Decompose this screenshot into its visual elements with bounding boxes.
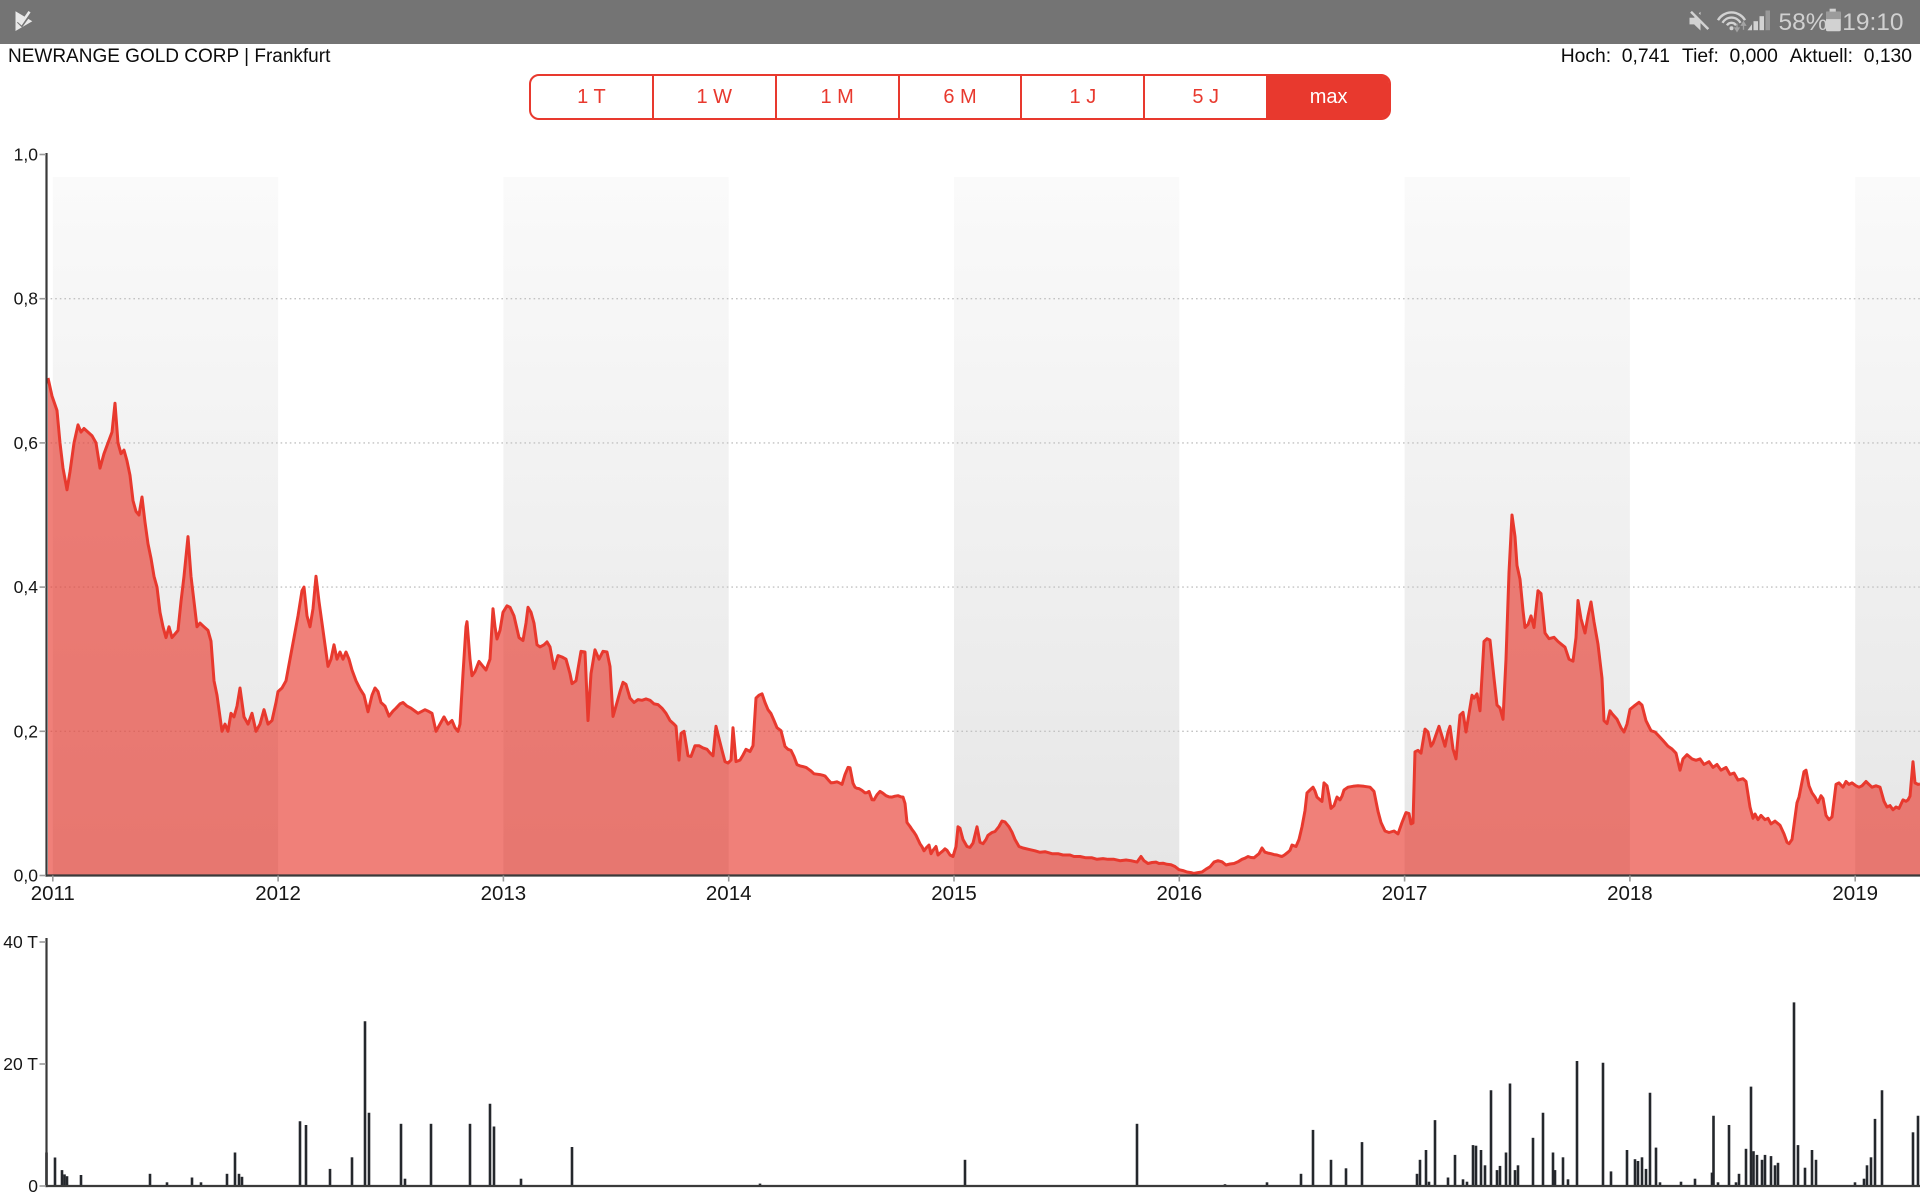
svg-text:2013: 2013 bbox=[481, 882, 527, 905]
svg-text:0,2: 0,2 bbox=[14, 721, 38, 741]
svg-text:2012: 2012 bbox=[255, 882, 301, 905]
svg-text:0,8: 0,8 bbox=[14, 289, 38, 309]
svg-text:0,0: 0,0 bbox=[14, 866, 39, 886]
svg-text:2019: 2019 bbox=[1832, 882, 1878, 905]
svg-text:2015: 2015 bbox=[931, 882, 977, 905]
svg-text:2014: 2014 bbox=[706, 882, 752, 905]
svg-text:2017: 2017 bbox=[1382, 882, 1428, 905]
svg-text:1,0: 1,0 bbox=[14, 145, 39, 165]
svg-text:20 T: 20 T bbox=[3, 1054, 38, 1074]
svg-text:2011: 2011 bbox=[31, 882, 75, 905]
svg-text:2018: 2018 bbox=[1607, 882, 1653, 905]
svg-text:0: 0 bbox=[28, 1176, 38, 1196]
svg-text:0,4: 0,4 bbox=[14, 577, 39, 597]
svg-text:58%: 58% bbox=[1779, 9, 1828, 36]
svg-text:40 T: 40 T bbox=[3, 932, 38, 952]
svg-text:2016: 2016 bbox=[1156, 882, 1202, 905]
svg-text:19:10: 19:10 bbox=[1842, 9, 1903, 36]
svg-text:0,6: 0,6 bbox=[14, 433, 38, 453]
